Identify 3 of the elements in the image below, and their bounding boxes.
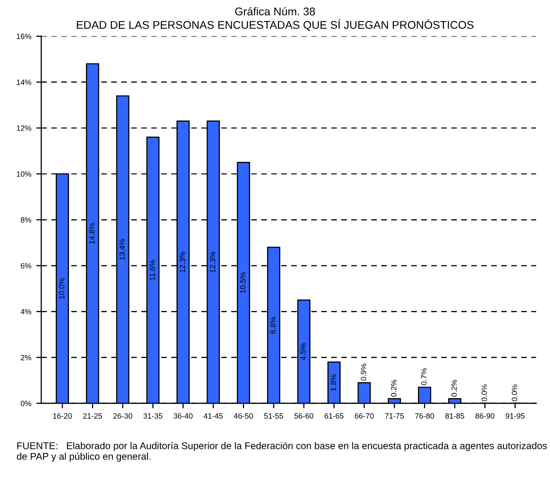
chart-subtitle: EDAD DE LAS PERSONAS ENCUESTADAS QUE SÍ JUEGAN PRONÓSTICOS: [76, 19, 474, 31]
source-note: FUENTE: Elaborado por la Auditoría Superior de la Federación con base en la encuesta practicada a agentes autorizados de PAP y al público en general.: [16, 442, 547, 462]
chart-title: Gráfica Núm. 38: [235, 7, 315, 16]
